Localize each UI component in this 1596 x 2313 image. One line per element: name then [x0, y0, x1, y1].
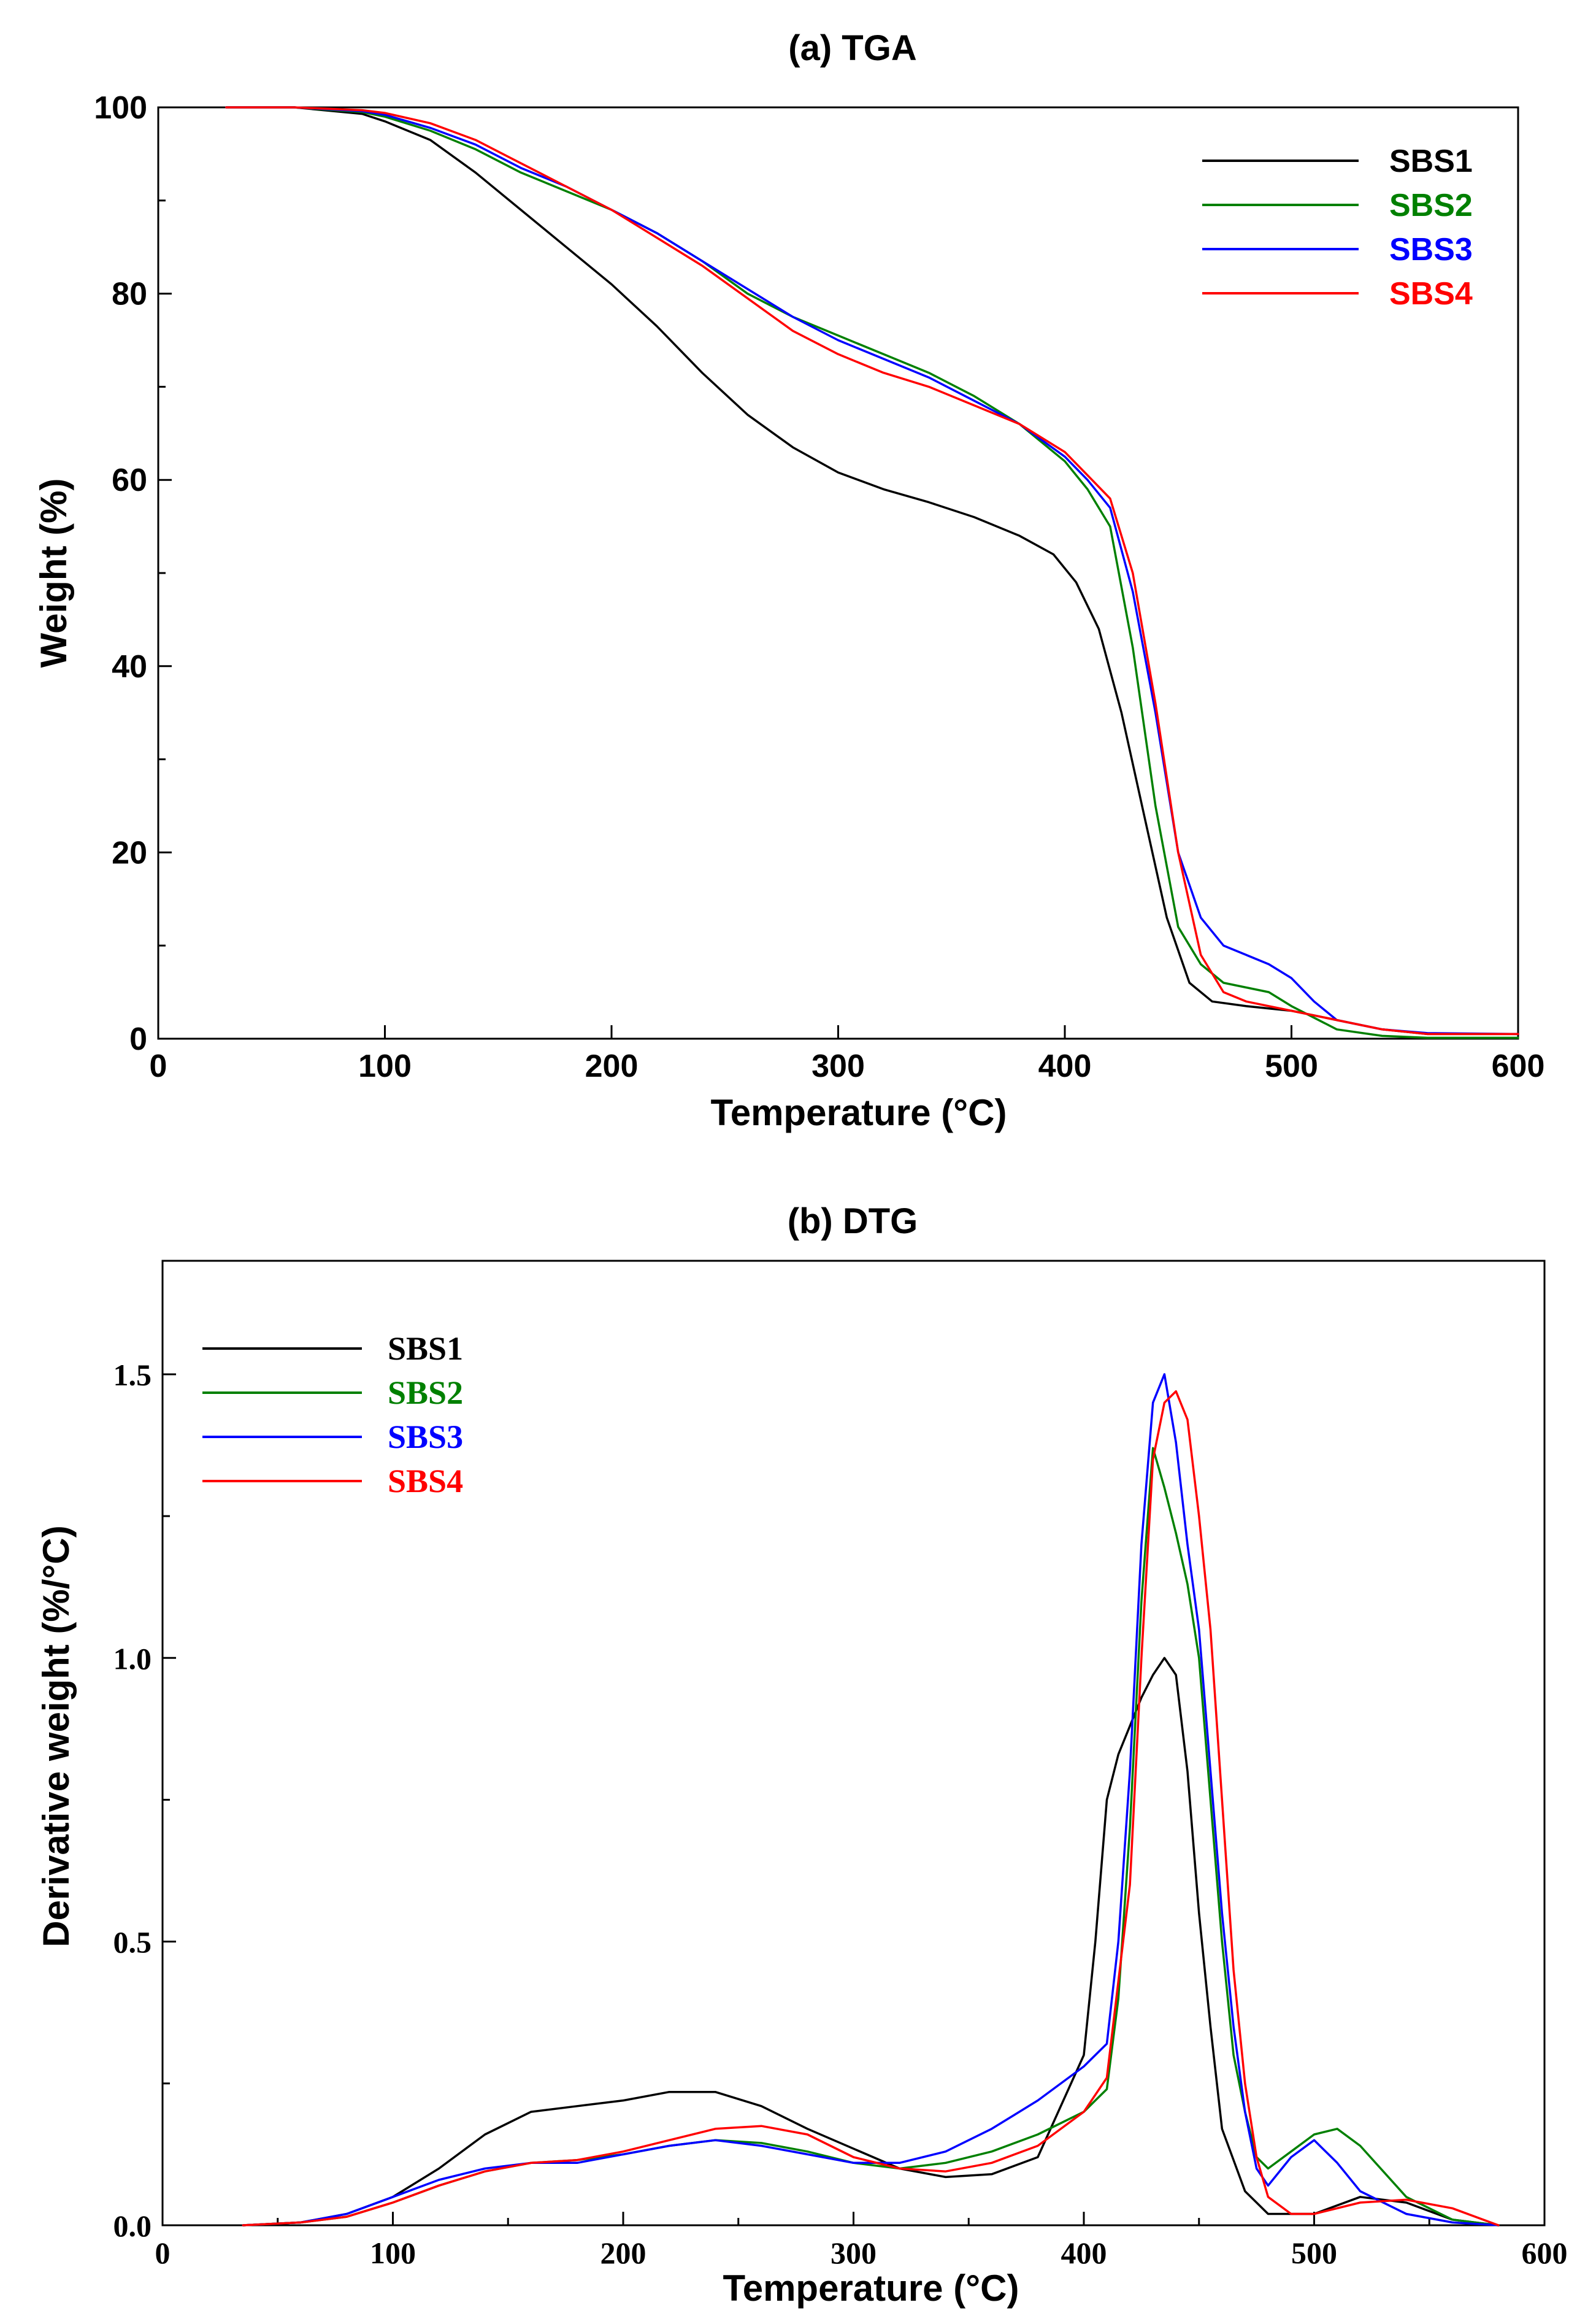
tga-legend-label-sbs2: SBS2 — [1389, 188, 1473, 223]
dtg-y-tick-label: 1.0 — [113, 1641, 152, 1676]
tga-y-tick-label: 100 — [94, 90, 147, 126]
tga-series-sbs2-line — [225, 106, 1519, 1039]
tga-x-tick-label: 100 — [358, 1049, 412, 1084]
tga-x-tick-label: 200 — [585, 1049, 639, 1084]
tga-y-axis-label: Weight (%) — [33, 479, 74, 668]
dtg-x-axis-label: Temperature (°C) — [723, 2268, 1019, 2309]
dtg-x-tick-label: 600 — [1522, 2236, 1568, 2270]
tga-panel: (a) TGA 0 100 200 300 400 500 600020406080100 … — [33, 28, 1544, 1133]
dtg-legend-label-sbs2: SBS2 — [388, 1374, 463, 1411]
tga-axis-ticks: 0 100 200 300 400 500 600 0 20 40 60 80 100 — [94, 90, 1544, 1084]
dtg-series-sbs1-line — [242, 1657, 1500, 2226]
tga-y-tick-label: 0 — [129, 1022, 147, 1057]
dtg-legend-label-sbs3: SBS3 — [388, 1418, 463, 1455]
dtg-y-axis-label: Derivative weight (%/°C) — [36, 1525, 77, 1947]
dtg-series-sbs3-line — [242, 1373, 1500, 2226]
tga-x-tick-label: 600 — [1492, 1049, 1545, 1084]
tga-y-tick-label: 80 — [112, 277, 147, 312]
dtg-legend: SBS1 SBS2 SBS3 SBS4 — [202, 1330, 463, 1499]
tga-x-tick-label: 400 — [1038, 1049, 1092, 1084]
dtg-x-tick-label: 100 — [370, 2236, 416, 2270]
tga-x-tick-label: 0 — [150, 1049, 167, 1084]
tga-x-axis-label: Temperature (°C) — [711, 1092, 1007, 1133]
tga-legend-label-sbs1: SBS1 — [1389, 144, 1473, 179]
tga-y-tick-label: 40 — [112, 649, 147, 685]
dtg-axis-ticks: 0 100 200 300 400 500 600 0.0 0.5 1.0 1.5 — [113, 1358, 1568, 2270]
tga-y-tick-label: 20 — [112, 835, 147, 871]
tga-title: (a) TGA — [788, 28, 916, 68]
tga-legend-label-sbs3: SBS3 — [1389, 232, 1473, 267]
dtg-x-tick-label: 300 — [831, 2236, 877, 2270]
dtg-y-tick-label: 1.5 — [113, 1358, 152, 1392]
tga-x-tick-label: 300 — [811, 1049, 865, 1084]
dtg-legend-label-sbs1: SBS1 — [388, 1330, 463, 1367]
tga-legend: SBS1 SBS2 SBS3 SBS4 — [1202, 144, 1473, 312]
dtg-y-tick-label: 0.5 — [113, 1925, 152, 1960]
dtg-y-tick-label: 0.0 — [113, 2209, 152, 2243]
tga-series-lines — [225, 106, 1519, 1039]
tga-series-sbs3-line — [225, 106, 1519, 1036]
tga-legend-label-sbs4: SBS4 — [1389, 276, 1473, 312]
tga-x-tick-label: 500 — [1265, 1049, 1318, 1084]
dtg-series-lines — [242, 1373, 1500, 2226]
dtg-legend-label-sbs4: SBS4 — [388, 1463, 463, 1499]
dtg-series-sbs4-line — [242, 1390, 1500, 2226]
dtg-x-tick-label: 400 — [1061, 2236, 1107, 2270]
tga-series-sbs4-line — [225, 106, 1519, 1036]
dtg-x-tick-label: 200 — [600, 2236, 646, 2270]
dtg-title: (b) DTG — [788, 1201, 918, 1241]
tga-y-tick-label: 60 — [112, 463, 147, 498]
tga-series-sbs1-line — [225, 106, 1519, 1036]
dtg-x-tick-label: 500 — [1291, 2236, 1337, 2270]
dtg-x-tick-label: 0 — [155, 2236, 171, 2270]
dtg-panel: (b) DTG 0 100 200 300 400 500 6000.00.51.01.5 … — [36, 1201, 1568, 2309]
